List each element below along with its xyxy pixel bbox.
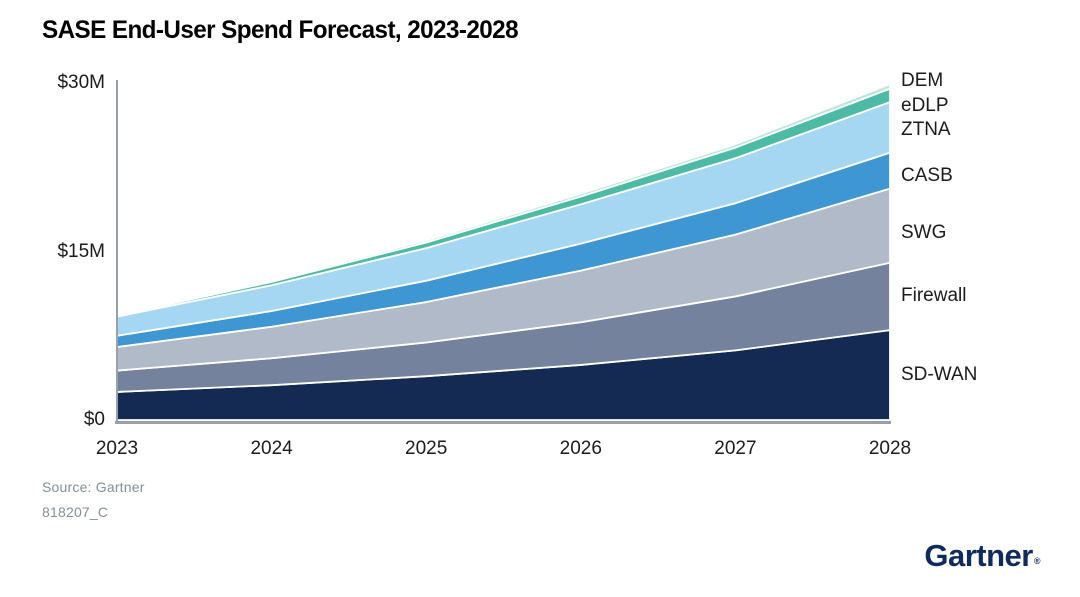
- x-tick-label-2026: 2026: [559, 438, 602, 459]
- registered-mark-icon: ®: [1033, 556, 1041, 566]
- y-tick-label-30: $30M: [57, 72, 105, 93]
- y-tick-label-15: $15M: [57, 240, 105, 262]
- x-tick-label-2027: 2027: [714, 438, 757, 459]
- figure-id: 818207_C: [42, 504, 109, 520]
- legend-label-swg: SWG: [901, 222, 947, 243]
- x-tick-label-2025: 2025: [405, 438, 448, 459]
- source-note: Source: Gartner: [42, 479, 145, 495]
- legend-label-sd-wan: SD-WAN: [901, 364, 978, 385]
- x-tick-label-2024: 2024: [250, 438, 293, 459]
- area-band-dem: [116, 83, 891, 317]
- chart-title: SASE End-User Spend Forecast, 2023-2028: [42, 16, 519, 44]
- x-tick-label-2028: 2028: [868, 438, 912, 459]
- legend-label-casb: CASB: [901, 165, 953, 186]
- y-tick-label-0: $0: [83, 409, 105, 430]
- gartner-logo-text: Gartner: [924, 538, 1033, 573]
- legend-label-ztna: ZTNA: [901, 119, 951, 140]
- x-tick-label-2023: 2023: [95, 438, 139, 459]
- legend-label-dem: DEM: [901, 70, 944, 91]
- legend-label-firewall: Firewall: [901, 285, 967, 306]
- legend-label-edlp: eDLP: [901, 95, 949, 116]
- gartner-logo: Gartner®: [924, 538, 1040, 574]
